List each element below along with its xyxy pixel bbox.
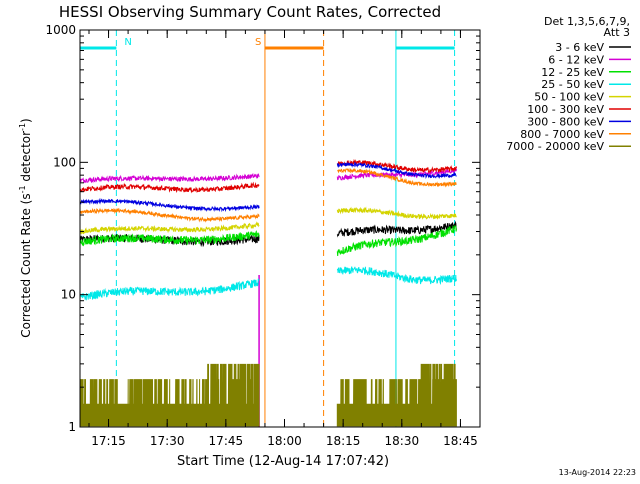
series-line-8-seg2 xyxy=(336,363,457,427)
plot-frame xyxy=(79,29,481,428)
series-line-3-seg1 xyxy=(79,278,260,301)
legend-label-1: 6 - 12 keV xyxy=(548,53,604,66)
series-line-1-seg2 xyxy=(336,167,457,181)
series-line-6-seg1 xyxy=(79,197,260,213)
legend-label-0: 3 - 6 keV xyxy=(555,41,604,54)
series-line-0-seg2 xyxy=(336,220,457,238)
legend-label-6: 300 - 800 keV xyxy=(527,115,604,128)
x-tick-label-6: 18:45 xyxy=(443,434,478,448)
legend-header-detectors: Det 1,3,5,6,7,9, xyxy=(544,15,630,28)
x-tick-label-2: 17:45 xyxy=(209,434,244,448)
x-tick-label-4: 18:15 xyxy=(326,434,361,448)
series-line-5-seg1 xyxy=(79,181,260,194)
series-line-3-seg2 xyxy=(336,266,457,286)
series-line-5-seg2 xyxy=(336,158,457,174)
series-line-2-seg2 xyxy=(336,224,457,257)
y-tick-label-2: 100 xyxy=(53,155,76,169)
x-tick-label-1: 17:30 xyxy=(150,434,185,448)
y-tick-label-3: 1000 xyxy=(45,23,76,37)
series-line-1-seg1 xyxy=(79,172,260,184)
series-line-4-seg1 xyxy=(79,221,260,235)
marker-label-1: S xyxy=(255,37,261,48)
x-axis-label: Start Time (12-Aug-14 17:07:42) xyxy=(177,454,389,469)
date-stamp: 13-Aug-2014 22:23 xyxy=(559,468,636,477)
legend-label-5: 100 - 300 keV xyxy=(527,103,604,116)
x-tick-label-3: 18:00 xyxy=(267,434,302,448)
series-line-7-seg1 xyxy=(79,207,260,223)
y-tick-label-0: 1 xyxy=(68,420,76,434)
series-line-6-seg2 xyxy=(336,161,457,180)
legend-label-4: 50 - 100 keV xyxy=(534,91,604,104)
legend-header-attenuator: Att 3 xyxy=(604,26,630,39)
legend-label-3: 25 - 50 keV xyxy=(541,78,604,91)
axis-layer: 1 10 100 1000 17:15 17:30 17:45 18:00 18:15 18:30… xyxy=(45,23,481,448)
series-line-7-seg2 xyxy=(337,167,457,188)
y-axis-label: Corrected Count Rate (s-1 detector-1) xyxy=(18,118,33,337)
legend-label-7: 800 - 7000 keV xyxy=(520,128,604,141)
chart-title: HESSI Observing Summary Count Rates, Cor… xyxy=(59,3,441,21)
y-tick-label-1: 10 xyxy=(61,288,76,302)
legend-label-8: 7000 - 20000 keV xyxy=(506,140,604,153)
series-layer xyxy=(79,158,457,427)
legend-label-2: 12 - 25 keV xyxy=(541,66,604,79)
series-line-4-seg2 xyxy=(336,206,457,220)
x-tick-label-5: 18:30 xyxy=(385,434,420,448)
marker-label-0: N xyxy=(124,37,131,48)
x-tick-label-0: 17:15 xyxy=(91,434,126,448)
series-line-2-seg1 xyxy=(79,230,260,247)
series-line-8-seg1 xyxy=(79,363,260,427)
